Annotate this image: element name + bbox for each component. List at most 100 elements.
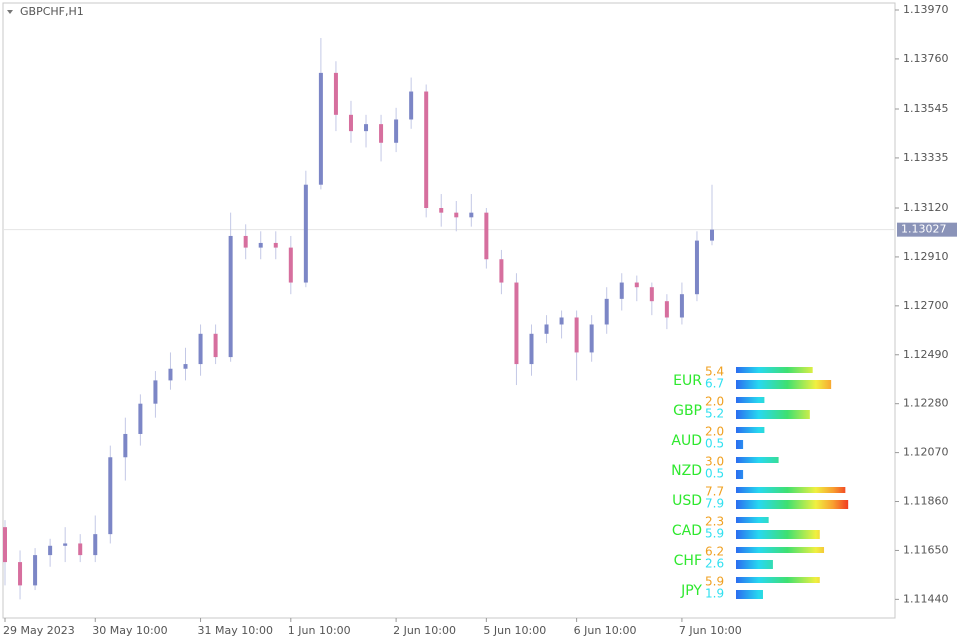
candle-body: [123, 433, 128, 458]
strength-bar: [736, 470, 744, 479]
candle-body: [394, 119, 399, 143]
currency-name: AUD: [671, 433, 702, 449]
candle-body: [273, 242, 278, 248]
y-tick-label: 1.13970: [903, 3, 949, 16]
strength-label: 5.9: [705, 527, 724, 541]
currency-name: EUR: [673, 373, 702, 389]
y-tick-label: 1.13545: [903, 102, 949, 115]
menu-arrow[interactable]: [7, 10, 13, 14]
candle-body: [3, 527, 7, 563]
candle-body: [544, 324, 549, 334]
candle-body: [243, 235, 248, 248]
candle-body: [168, 368, 173, 381]
candle-body: [710, 229, 714, 241]
strength-label: 1.9: [705, 587, 724, 601]
candle-body: [469, 212, 474, 218]
candle-body: [213, 333, 218, 358]
candle-body: [379, 124, 384, 143]
candle-body: [78, 543, 83, 556]
candle-body: [499, 259, 504, 283]
currency-name: NZD: [671, 463, 702, 479]
strength-bar: [736, 577, 820, 583]
y-tick-label: 1.12070: [903, 446, 949, 459]
candle-body: [333, 72, 338, 115]
candle-body: [318, 72, 323, 185]
strength-label: 2.6: [705, 557, 724, 571]
strength-bar: [736, 440, 744, 449]
x-tick-label: 6 Jun 10:00: [574, 624, 637, 637]
strength-label: 2.0: [705, 425, 724, 439]
strength-label: 6.7: [705, 377, 724, 391]
candle-body: [138, 403, 143, 434]
last-price-label: 1.13027: [901, 223, 947, 236]
currency-name: GBP: [673, 403, 702, 419]
candle-body: [514, 282, 519, 365]
candle-body: [574, 317, 579, 353]
strength-bar: [736, 500, 849, 509]
candle-body: [694, 240, 699, 295]
candle-body: [228, 235, 233, 358]
y-tick-label: 1.12280: [903, 397, 949, 410]
strength-bar: [736, 530, 820, 539]
candle-body: [258, 242, 263, 248]
chart-title: GBPCHF,H1: [20, 5, 84, 18]
strength-label: 5.4: [705, 365, 724, 379]
currency-name: CHF: [674, 553, 702, 569]
strength-label: 3.0: [705, 455, 724, 469]
candle-body: [604, 298, 609, 325]
candle-body: [48, 545, 53, 556]
candle-body: [108, 457, 113, 535]
strength-bar: [736, 410, 810, 419]
x-tick-label: 1 Jun 10:00: [288, 624, 351, 637]
x-tick-label: 31 May 10:00: [198, 624, 273, 637]
candle-body: [529, 333, 534, 365]
strength-bar: [736, 560, 773, 569]
candle-body: [183, 364, 188, 369]
x-tick-label: 29 May 2023: [3, 624, 75, 637]
currency-name: USD: [672, 493, 702, 509]
currency-name: JPY: [680, 583, 702, 599]
strength-bar: [736, 367, 813, 373]
y-tick-label: 1.12490: [903, 348, 949, 361]
strength-bar: [736, 547, 825, 553]
y-tick-label: 1.11650: [903, 543, 949, 556]
strength-label: 5.9: [705, 575, 724, 589]
candle-body: [198, 333, 203, 365]
candle-body: [589, 324, 594, 353]
y-tick-label: 1.13335: [903, 151, 949, 164]
strength-label: 0.5: [705, 467, 724, 481]
candle-body: [288, 247, 293, 283]
strength-bar: [736, 380, 832, 389]
candle-body: [63, 543, 68, 546]
candle-body: [93, 534, 98, 556]
candle-body: [348, 114, 353, 132]
y-tick-label: 1.11860: [903, 495, 949, 508]
strength-label: 6.2: [705, 545, 724, 559]
candle-body: [484, 212, 489, 260]
candle-body: [153, 380, 158, 404]
y-tick-label: 1.13760: [903, 52, 949, 65]
y-tick-label: 1.12700: [903, 299, 949, 312]
strength-bar: [736, 517, 769, 523]
candle-body: [634, 282, 639, 288]
strength-label: 0.5: [705, 437, 724, 451]
x-tick-label: 2 Jun 10:00: [393, 624, 456, 637]
candle-body: [649, 287, 654, 302]
plot-frame: [2, 2, 896, 619]
strength-bar: [736, 487, 846, 493]
y-tick-label: 1.13120: [903, 201, 949, 214]
strength-label: 7.7: [705, 485, 724, 499]
candle-body: [409, 91, 414, 120]
strength-label: 5.2: [705, 407, 724, 421]
strength-bar: [736, 427, 765, 433]
strength-bar: [736, 590, 763, 599]
candle-body: [18, 562, 23, 586]
candle-body: [424, 91, 429, 208]
currency-name: CAD: [672, 523, 702, 539]
y-tick-label: 1.11440: [903, 592, 949, 605]
candle-body: [679, 294, 684, 318]
strength-bar: [736, 397, 765, 403]
candle-body: [454, 212, 459, 218]
candle-body: [619, 282, 624, 299]
x-tick-label: 7 Jun 10:00: [679, 624, 742, 637]
